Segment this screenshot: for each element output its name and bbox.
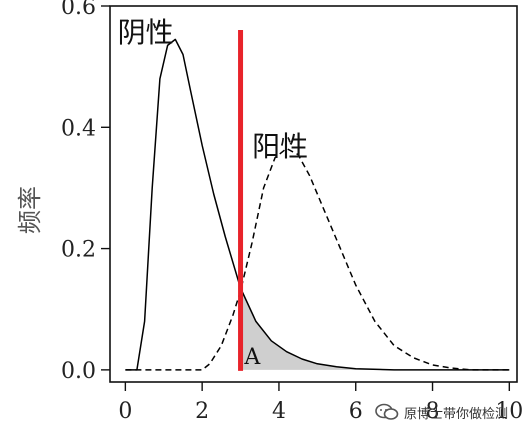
x-tick-label: 2 [195, 399, 209, 424]
series-label-negative: 阴性 [118, 16, 174, 49]
x-tick-label: 4 [272, 399, 286, 424]
x-tick-label: 10 [495, 399, 523, 424]
axes: 0 2 4 6 8 10 0.0 0.2 0.4 0.6 频率 [16, 0, 523, 424]
x-tick-label: 0 [118, 399, 132, 424]
y-tick-label: 0.4 [61, 116, 96, 141]
y-axis-label: 频率 [16, 186, 44, 234]
shaded-region-a [240, 288, 510, 370]
y-tick-label: 0.6 [61, 0, 96, 20]
series-layer [125, 38, 510, 371]
x-tick-label: 8 [426, 399, 440, 424]
watermark-text: 原博士带你做检测 [404, 406, 509, 422]
watermark: 原博士带你做检测 [374, 400, 508, 424]
shaded-region-label: A [243, 345, 261, 370]
series-label-positive: 阳性 [252, 130, 308, 163]
shaded-area-layer [240, 288, 510, 370]
wechat-logo-icon [375, 403, 399, 420]
x-tick-label: 6 [349, 399, 363, 424]
series-line-0 [125, 38, 510, 371]
plot-frame [109, 5, 518, 383]
y-tick-label: 0.2 [61, 238, 96, 263]
y-tick-label: 0.0 [61, 359, 96, 384]
series-line-1 [125, 147, 510, 371]
